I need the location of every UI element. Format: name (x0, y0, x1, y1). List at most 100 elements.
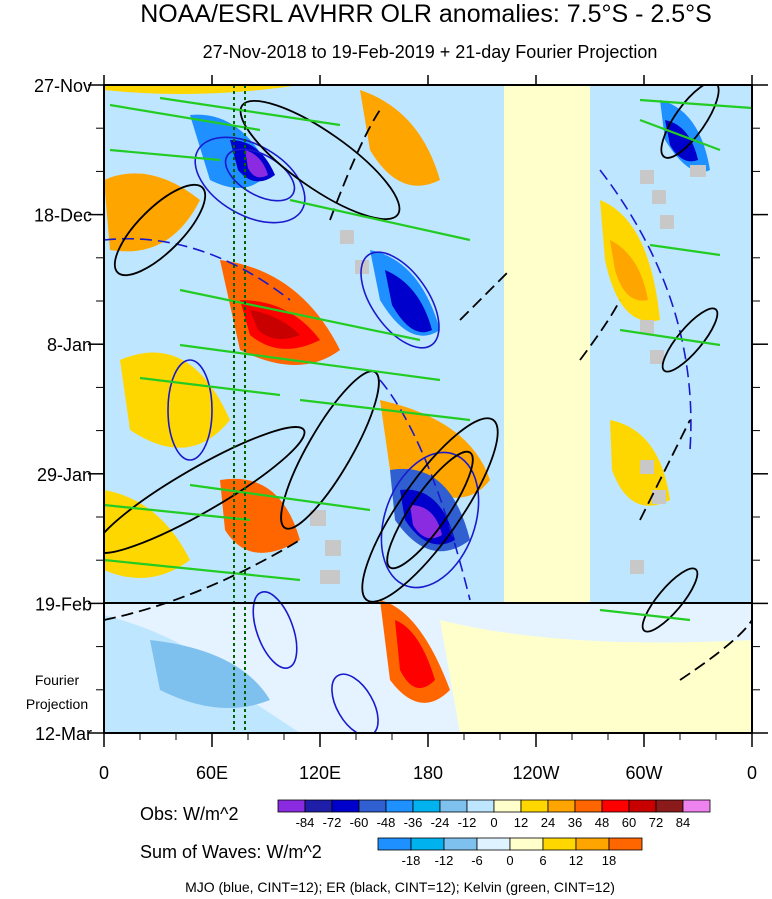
er-contour (660, 85, 720, 159)
stipple (640, 460, 654, 474)
y-tick-label: 27-Nov (34, 76, 92, 96)
kelvin-contour (299, 398, 471, 422)
stipple (325, 540, 341, 556)
legend-swatch (509, 837, 544, 851)
er-contour (361, 417, 499, 603)
projection-label: Projection (26, 696, 88, 712)
mjo-contour (104, 237, 291, 301)
plot-area (104, 85, 752, 733)
legend-level-label: 24 (541, 815, 555, 830)
stipple (640, 320, 654, 334)
legend-swatch (547, 799, 576, 813)
mjo-contours (104, 136, 692, 733)
heat-blob (120, 352, 230, 448)
kelvin-contour (189, 483, 371, 512)
heat-blob (665, 120, 698, 162)
legend-swatch (542, 837, 577, 851)
x-tick-label: 0 (99, 763, 109, 783)
stipple (690, 165, 706, 177)
stipple (320, 570, 340, 584)
kelvin-contour (619, 328, 721, 347)
mjo-contour (380, 451, 480, 589)
legend-level-label: -48 (377, 815, 396, 830)
heat-blob (440, 620, 752, 733)
heat-blob (104, 490, 190, 578)
waves-legend: -18 -12 -6 0 6 12 18 (377, 837, 643, 868)
waves-legend-label: Sum of Waves: W/m^2 (140, 842, 322, 862)
heat-blob (410, 505, 442, 539)
er-contour (329, 109, 381, 221)
kelvin-contour (179, 288, 421, 342)
er-contour (661, 307, 719, 373)
kelvin-contour (104, 503, 251, 522)
legend-swatch (601, 799, 630, 813)
y-tick-label: 29-Jan (37, 465, 92, 485)
er-contours (104, 85, 752, 681)
heat-blob (395, 620, 435, 688)
er-contour (679, 619, 752, 681)
legend-swatch (412, 799, 441, 813)
heat-blob (245, 150, 268, 178)
mjo-contour (167, 359, 213, 461)
heat-blob (220, 478, 300, 553)
legend-level-label: -84 (296, 815, 315, 830)
mjo-contour (252, 591, 298, 669)
kelvin-contour (159, 96, 341, 127)
footer-note: MJO (blue, CINT=12); ER (black, CINT=12)… (185, 879, 615, 895)
legend-swatch (628, 799, 657, 813)
er-contour (386, 450, 474, 570)
obs-legend: -84 -72 -60 -48 -36 -24 -12 0 12 24 36 48 60 72 84 (277, 799, 711, 830)
y-tick-label: 19-Feb (35, 594, 92, 614)
legend-level-label: 18 (602, 853, 616, 868)
legend-swatch (358, 799, 387, 813)
er-contour (459, 269, 511, 321)
legend-level-label: -72 (323, 815, 342, 830)
chart-title: NOAA/ESRL AVHRR OLR anomalies: 7.5°S - 2… (140, 0, 712, 28)
mjo-contour (331, 673, 379, 733)
heat-blob (385, 270, 432, 333)
legend-swatch (608, 837, 643, 851)
legend-level-label: -18 (402, 853, 421, 868)
stipple (630, 560, 644, 574)
legend-level-label: -36 (404, 815, 423, 830)
x-tick-label: 120W (512, 763, 559, 783)
kelvin-contour (289, 198, 471, 242)
kelvin-contour (104, 558, 301, 582)
legend-level-label: -6 (471, 853, 483, 868)
legend-swatch (443, 837, 478, 851)
x-tick-label: 60E (196, 763, 228, 783)
legend-level-label: 60 (622, 815, 636, 830)
heat-blob (104, 85, 300, 94)
heat-blob (104, 173, 200, 252)
legend-swatch (377, 837, 412, 851)
kelvin-contour (109, 103, 261, 132)
legend-swatch (575, 837, 610, 851)
obs-legend-label: Obs: W/m^2 (140, 804, 238, 824)
er-contour (579, 299, 621, 361)
heat-blob (250, 310, 300, 339)
kelvin-contour (599, 608, 691, 622)
legend-swatch (277, 799, 306, 813)
chart-subtitle: 27-Nov-2018 to 19-Feb-2019 + 21-day Four… (203, 42, 658, 62)
stipple-group (310, 165, 706, 584)
stipple (650, 350, 664, 364)
x-tick-label: 180 (413, 763, 443, 783)
er-contour (104, 426, 306, 554)
er-contour (639, 419, 691, 521)
y-tick-label: 12-Mar (35, 724, 92, 744)
kelvin-contour (649, 243, 721, 257)
legend-swatch (520, 799, 549, 813)
legend-level-label: -12 (435, 853, 454, 868)
mjo-contour (360, 251, 440, 349)
kelvin-contour (179, 343, 441, 382)
x-tick-label: 0 (747, 763, 757, 783)
legend-swatch (331, 799, 360, 813)
legend-swatch (304, 799, 333, 813)
legend-level-label: 72 (649, 815, 663, 830)
legend-swatch (493, 799, 522, 813)
mjo-contour (224, 148, 296, 202)
legend-swatch (682, 799, 711, 813)
legend-swatch (410, 837, 445, 851)
heat-blob (610, 240, 648, 301)
